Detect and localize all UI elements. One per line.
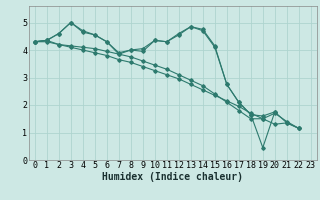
X-axis label: Humidex (Indice chaleur): Humidex (Indice chaleur) (102, 172, 243, 182)
